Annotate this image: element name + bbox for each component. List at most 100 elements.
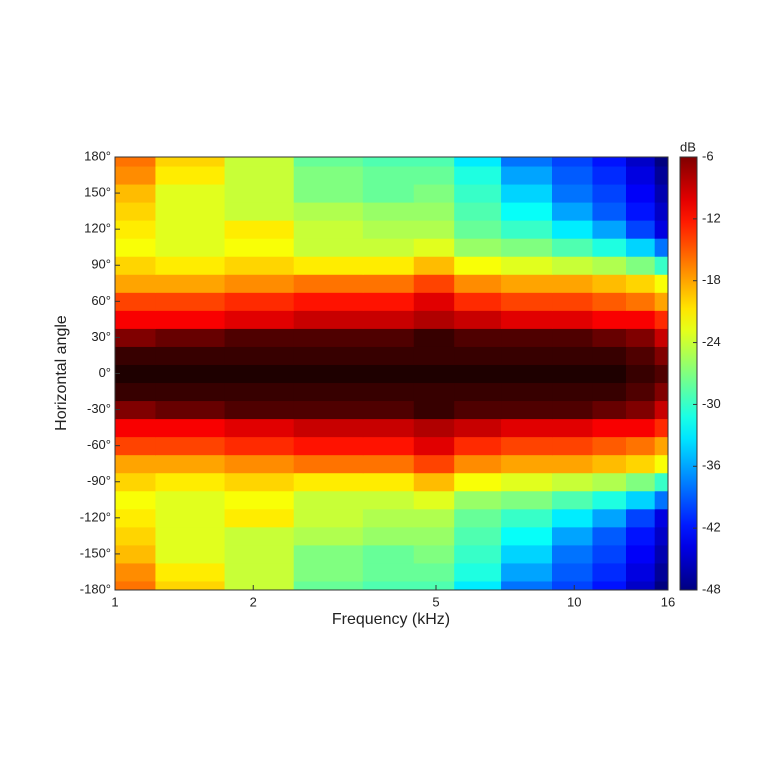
contour-cell bbox=[592, 436, 627, 456]
contour-cell bbox=[413, 310, 455, 329]
contour-cell bbox=[293, 157, 364, 167]
contour-cell bbox=[654, 157, 668, 167]
contour-cell bbox=[293, 184, 364, 203]
contour-cell bbox=[625, 238, 656, 257]
y-tick-label: 0° bbox=[99, 365, 111, 380]
contour-cell bbox=[115, 472, 156, 492]
contour-cell bbox=[362, 580, 415, 590]
contour-cell bbox=[654, 472, 668, 492]
contour-cell bbox=[155, 562, 226, 582]
contour-cell bbox=[115, 508, 156, 528]
contour-cell bbox=[625, 184, 656, 203]
contour-cell bbox=[592, 580, 627, 590]
contour-cell bbox=[552, 157, 593, 167]
contour-cell bbox=[413, 580, 455, 590]
contour-cell bbox=[592, 328, 627, 347]
contour-cell bbox=[501, 400, 553, 420]
contour-cell bbox=[413, 184, 455, 203]
contour-cell bbox=[115, 454, 156, 474]
contour-cell bbox=[115, 562, 156, 582]
contour-cell bbox=[654, 364, 668, 384]
contour-cell bbox=[293, 472, 364, 492]
contour-cell bbox=[224, 346, 295, 365]
contour-cell bbox=[625, 580, 656, 590]
contour-cell bbox=[115, 436, 156, 456]
contour-cell bbox=[454, 166, 502, 185]
contour-cell bbox=[293, 544, 364, 564]
contour-cell bbox=[654, 508, 668, 528]
contour-cell bbox=[654, 544, 668, 564]
contour-cell bbox=[654, 526, 668, 546]
contour-cell bbox=[592, 346, 627, 365]
contour-cell bbox=[413, 346, 455, 365]
contour-cell bbox=[654, 238, 668, 257]
contour-cell bbox=[625, 328, 656, 347]
contour-cell bbox=[552, 490, 593, 510]
contour-cell bbox=[454, 472, 502, 492]
contour-cell bbox=[552, 184, 593, 203]
contour-cell bbox=[362, 472, 415, 492]
contour-cell bbox=[454, 364, 502, 384]
contour-cell bbox=[413, 490, 455, 510]
contour-cell bbox=[454, 544, 502, 564]
x-tick-label: 10 bbox=[567, 594, 581, 609]
contour-cell bbox=[293, 382, 364, 402]
contour-cell bbox=[501, 580, 553, 590]
contour-cell bbox=[552, 418, 593, 438]
contour-cell bbox=[362, 274, 415, 293]
contour-cell bbox=[413, 166, 455, 185]
contour-cell bbox=[413, 472, 455, 492]
contour-cell bbox=[155, 184, 226, 203]
contour-cell bbox=[413, 292, 455, 311]
contour-cell bbox=[501, 472, 553, 492]
contour-cell bbox=[115, 274, 156, 293]
y-tick-label: -60° bbox=[87, 437, 111, 452]
contour-cell bbox=[552, 220, 593, 239]
colorbar-tick-label: -42 bbox=[702, 520, 721, 535]
y-tick-label: 90° bbox=[91, 257, 111, 272]
contour-cell bbox=[552, 508, 593, 528]
contour-cell bbox=[625, 346, 656, 365]
contour-cell bbox=[362, 184, 415, 203]
contour-cell bbox=[155, 166, 226, 185]
contour-cell bbox=[501, 202, 553, 221]
contour-cell bbox=[592, 292, 627, 311]
contour-cell bbox=[654, 274, 668, 293]
contour-cell bbox=[155, 490, 226, 510]
contour-cell bbox=[224, 184, 295, 203]
contour-cell bbox=[654, 454, 668, 474]
contour-cell bbox=[155, 292, 226, 311]
contour-cell bbox=[552, 562, 593, 582]
contour-cell bbox=[293, 238, 364, 257]
contour-cell bbox=[454, 382, 502, 402]
contour-cell bbox=[654, 184, 668, 203]
contour-cell bbox=[155, 418, 226, 438]
contour-cell bbox=[501, 382, 553, 402]
contour-cell bbox=[224, 508, 295, 528]
contour-cell bbox=[501, 310, 553, 329]
contour-cell bbox=[362, 346, 415, 365]
contour-cell bbox=[224, 400, 295, 420]
contour-cell bbox=[224, 364, 295, 384]
contour-cell bbox=[454, 580, 502, 590]
contour-cell bbox=[155, 328, 226, 347]
contour-cell bbox=[155, 526, 226, 546]
contour-cell bbox=[224, 202, 295, 221]
contour-field bbox=[115, 157, 668, 590]
y-tick-label: -90° bbox=[87, 473, 111, 488]
contour-cell bbox=[501, 544, 553, 564]
contour-cell bbox=[592, 472, 627, 492]
contour-cell bbox=[552, 310, 593, 329]
contour-cell bbox=[592, 454, 627, 474]
contour-cell bbox=[155, 454, 226, 474]
contour-cell bbox=[155, 157, 226, 167]
contour-cell bbox=[362, 562, 415, 582]
contour-cell bbox=[454, 274, 502, 293]
contour-cell bbox=[293, 400, 364, 420]
contour-cell bbox=[293, 274, 364, 293]
contour-cell bbox=[362, 238, 415, 257]
contour-cell bbox=[552, 364, 593, 384]
contour-cell bbox=[413, 256, 455, 275]
contour-cell bbox=[413, 238, 455, 257]
contour-cell bbox=[224, 580, 295, 590]
